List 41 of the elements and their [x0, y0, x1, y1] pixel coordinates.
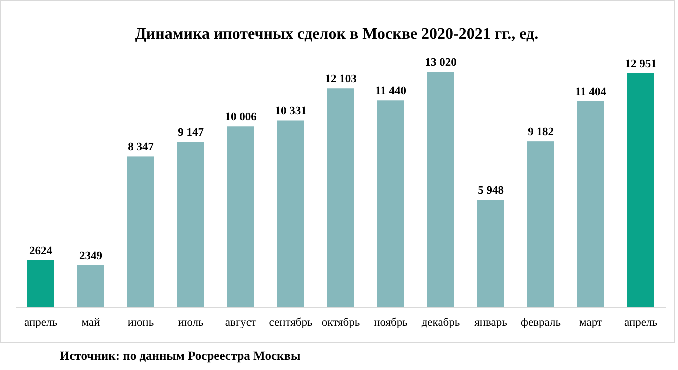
data-label: 9 182	[528, 126, 554, 139]
bar	[378, 100, 404, 308]
x-tick-label: март	[580, 317, 602, 329]
x-tick-label: май	[82, 317, 100, 329]
data-label: 11 440	[376, 86, 407, 98]
x-tick-label: ноябрь	[374, 317, 408, 329]
x-tick-label: январь	[474, 317, 508, 329]
x-tick-label: апрель	[624, 317, 658, 329]
chart-title: Динамика ипотечных сделок в Москве 2020-2021 гг., ед.	[135, 26, 539, 43]
bar	[478, 200, 504, 308]
x-tick-label: октябрь	[322, 317, 360, 329]
data-label: 10 006	[225, 112, 258, 124]
x-tick-label: декабрь	[422, 317, 460, 329]
x-tick-label: июль	[178, 317, 204, 329]
bar	[78, 265, 104, 308]
bar	[528, 142, 554, 308]
data-label: 2624	[30, 245, 53, 258]
x-tick-label: сентябрь	[269, 317, 313, 329]
x-tick-label: июнь	[128, 317, 154, 329]
bar	[178, 142, 204, 308]
data-label: 2349	[80, 250, 103, 262]
data-label: 10 331	[275, 106, 308, 118]
bar	[28, 260, 54, 308]
bar	[628, 73, 654, 308]
x-tick-label: август	[225, 317, 257, 329]
text: Источник: по данным Росреестра Москвы	[60, 349, 301, 363]
data-label: 12 951	[625, 58, 658, 70]
data-label: 5 948	[478, 185, 504, 198]
data-label: 11 404	[576, 86, 607, 98]
data-label: 9 147	[178, 127, 204, 140]
data-label: 12 103	[325, 74, 358, 86]
x-tick-label: апрель	[24, 317, 58, 329]
bar	[128, 156, 154, 308]
bar	[278, 120, 304, 308]
data-label: 8 347	[128, 142, 154, 154]
bar	[328, 88, 354, 308]
bar	[428, 72, 454, 308]
bar	[228, 126, 254, 308]
x-tick-label: февраль	[521, 317, 561, 329]
bar	[578, 101, 604, 308]
data-label: 13 020	[425, 57, 458, 69]
